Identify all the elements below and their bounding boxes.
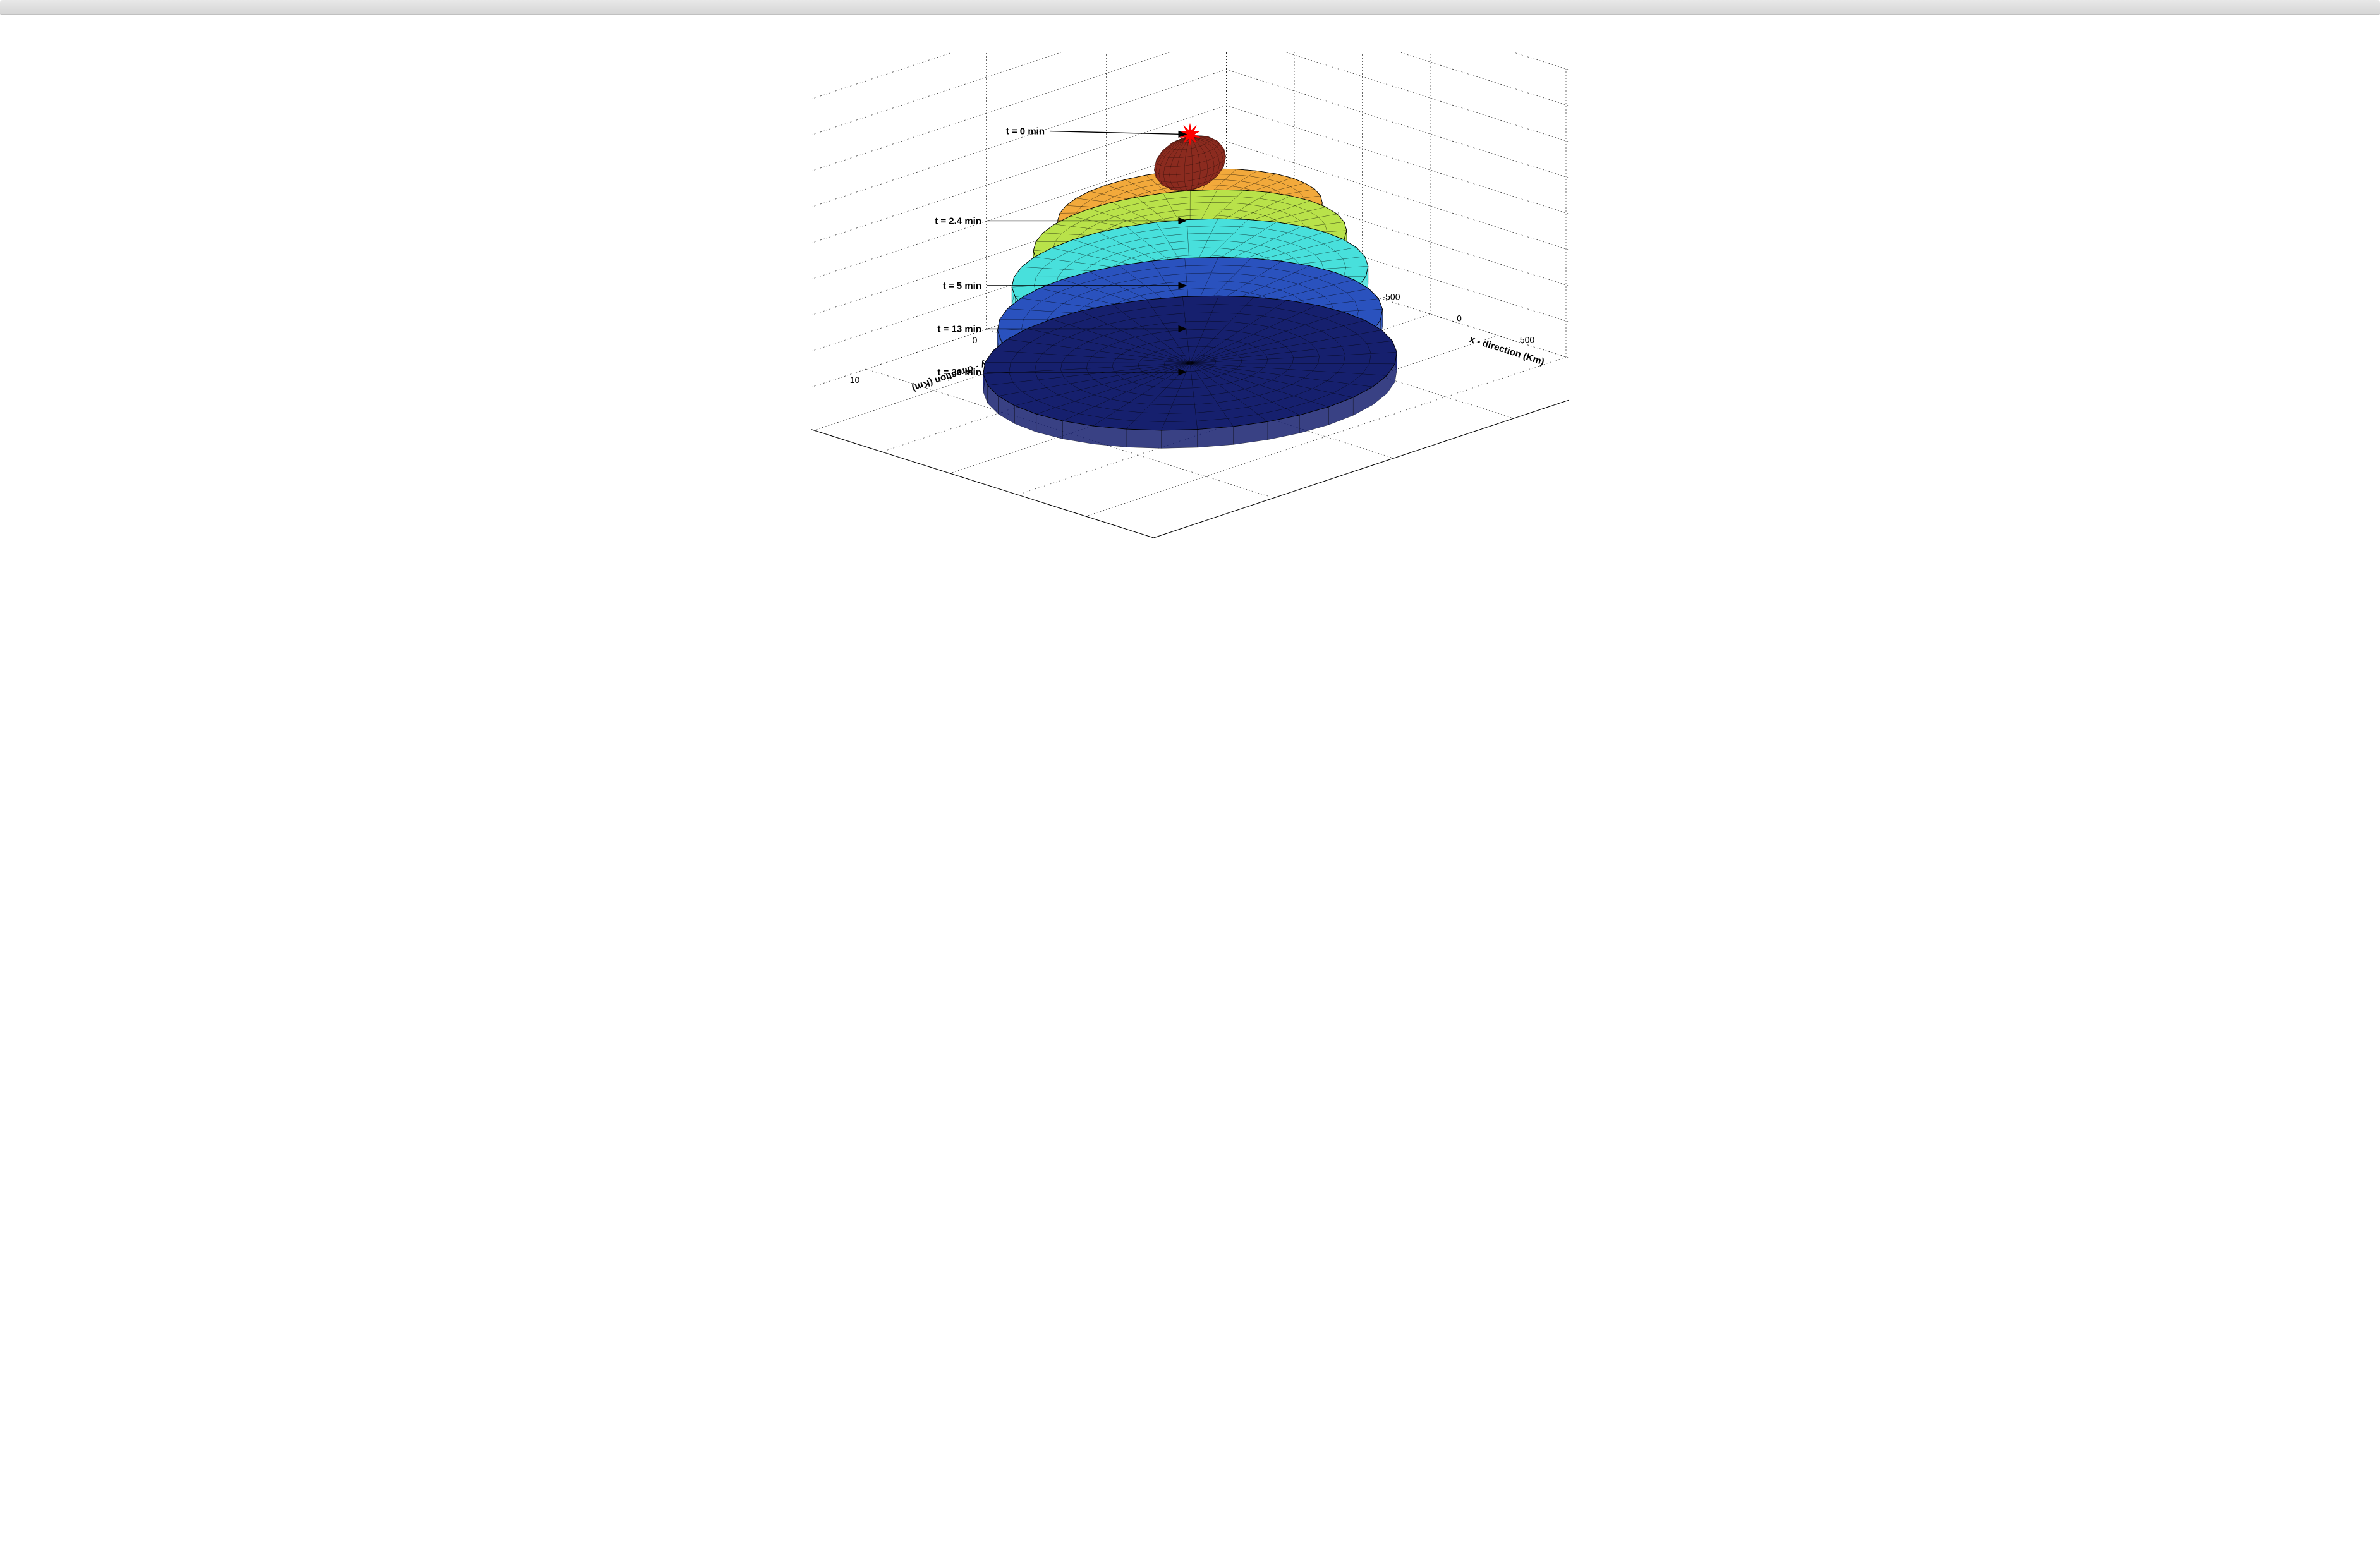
svg-text:500: 500 xyxy=(1520,334,1535,344)
discs-group xyxy=(983,169,1397,448)
annotation-arrow-icon xyxy=(1050,131,1186,135)
svg-text:0: 0 xyxy=(1457,313,1462,323)
time-annotation: t = 2.4 min xyxy=(935,215,981,226)
time-annotation: t = 5 min xyxy=(943,281,981,291)
time-annotation: t = 0 min xyxy=(1006,126,1045,137)
svg-text:10: 10 xyxy=(850,375,860,385)
time-annotation: t = 30 min xyxy=(937,367,981,378)
3d-plot: 01020304050607080-1500-1000-500050010001… xyxy=(811,52,1569,571)
svg-text:-500: -500 xyxy=(1382,291,1400,301)
time-annotation: t = 13 min xyxy=(937,324,981,334)
figure-container: 01020304050607080-1500-1000-500050010001… xyxy=(811,52,1569,571)
svg-text:0: 0 xyxy=(973,335,978,345)
window-title-bar xyxy=(0,0,2380,15)
